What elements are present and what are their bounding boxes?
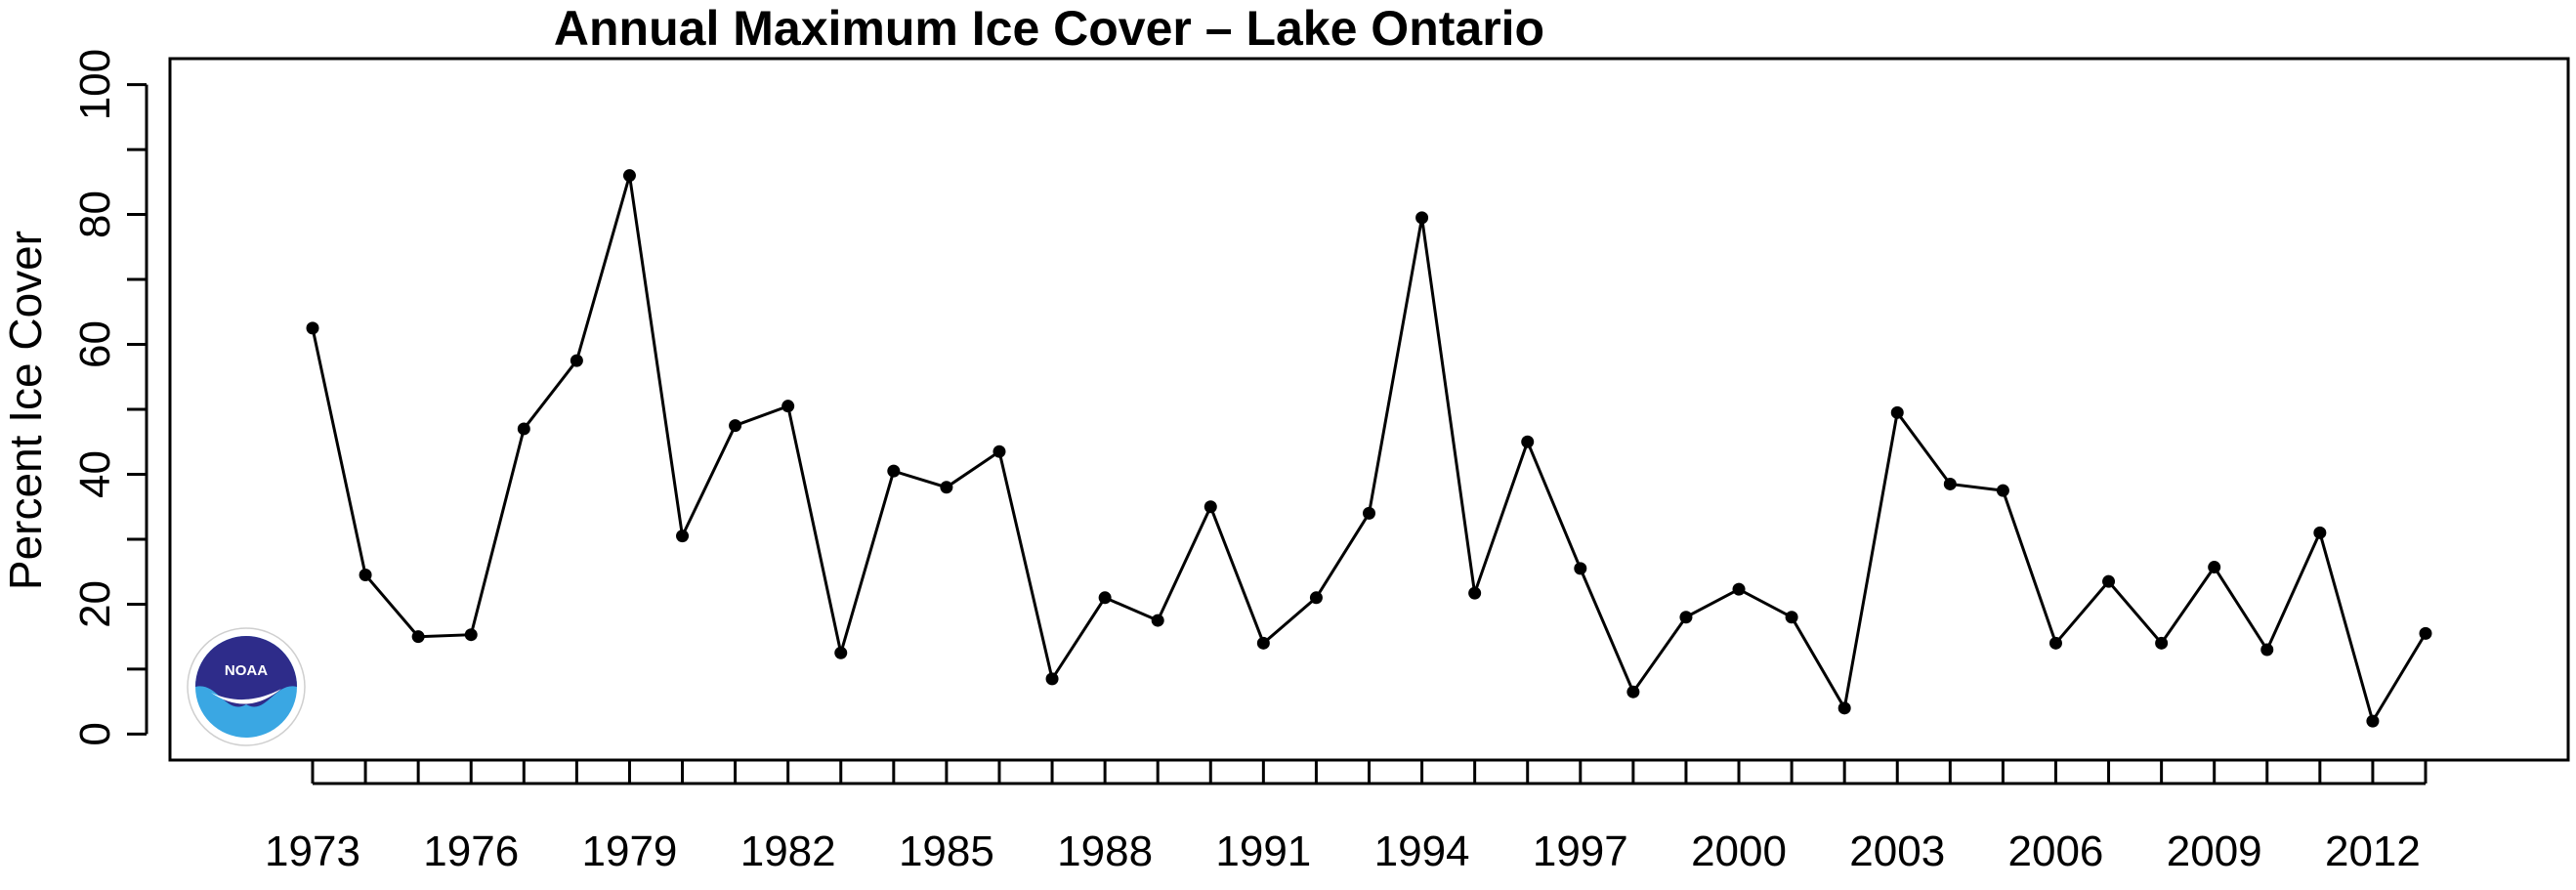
data-point [2208, 561, 2221, 574]
data-point [2102, 574, 2116, 588]
data-point [1309, 591, 1323, 605]
data-point [517, 422, 530, 436]
y-tick-label: 100 [71, 49, 119, 120]
data-point [2155, 636, 2169, 650]
data-point [1204, 500, 1217, 514]
x-tick-label: 1997 [1533, 827, 1628, 875]
data-point [1890, 405, 1904, 419]
x-tick-label: 2006 [2008, 827, 2104, 875]
logo-bird [211, 689, 281, 704]
y-tick-label: 80 [71, 191, 119, 238]
data-point [1045, 672, 1059, 686]
x-tick-label: 1976 [423, 827, 519, 875]
y-axis-label: Percent Ice Cover [0, 231, 51, 590]
data-point [1574, 562, 1587, 575]
data-point [359, 569, 372, 582]
x-tick-label: 1988 [1057, 827, 1153, 875]
data-point [781, 400, 795, 413]
data-point [1151, 614, 1164, 627]
logo-text: NOAA [225, 662, 268, 679]
data-point [1732, 582, 1746, 596]
x-tick-label: 2003 [1849, 827, 1945, 875]
chart-title: Annual Maximum Ice Cover – Lake Ontario [554, 1, 1544, 56]
data-point [622, 169, 636, 183]
data-point [1521, 435, 1535, 448]
y-tick-label: 20 [71, 580, 119, 628]
x-tick-label: 1985 [899, 827, 994, 875]
y-tick-label: 60 [71, 320, 119, 368]
x-tick-label: 1991 [1215, 827, 1311, 875]
data-point [1468, 586, 1482, 600]
data-point [1837, 701, 1851, 715]
data-point [1943, 477, 1957, 490]
x-tick-label: 2000 [1691, 827, 1787, 875]
data-point [1363, 506, 1375, 520]
y-axis: 0 20 40 60 80 100 [71, 49, 148, 746]
data-point [1098, 591, 1112, 605]
noaa-logo: NOAA [187, 627, 306, 746]
data-point [570, 354, 583, 367]
data-point [1415, 211, 1429, 225]
plot-frame [168, 57, 2570, 762]
data-point [1996, 484, 2009, 497]
y-tick-label: 0 [71, 722, 119, 745]
x-axis: 1973 1976 1979 1982 1985 1988 1991 1994 1997 2000… [265, 760, 2428, 875]
x-tick-label: 1982 [740, 827, 836, 875]
data-point [1679, 611, 1693, 624]
data-point [1626, 685, 1640, 699]
data-point [676, 530, 690, 543]
data-point [1785, 611, 1798, 624]
data-point [2260, 643, 2274, 657]
data-point [834, 646, 848, 659]
x-tick-label: 2012 [2325, 827, 2421, 875]
y-tick-label: 40 [71, 450, 119, 498]
x-tick-label: 2009 [2167, 827, 2262, 875]
data-point [2313, 526, 2327, 539]
x-tick-label: 1994 [1374, 827, 1470, 875]
logo-top-wave [195, 636, 297, 707]
data-point [992, 445, 1006, 458]
data-point [464, 628, 478, 642]
data-point [940, 481, 953, 494]
data-point [729, 419, 742, 433]
data-point [887, 464, 901, 478]
data-point [1256, 636, 1270, 650]
data-point [411, 630, 425, 644]
data-point [2048, 636, 2062, 650]
data-point [2366, 714, 2380, 728]
series-layer [306, 169, 2432, 728]
x-tick-label: 1973 [265, 827, 360, 875]
data-point [2419, 626, 2432, 640]
series-line [311, 175, 2428, 725]
data-point [306, 321, 319, 335]
x-tick-label: 1979 [582, 827, 678, 875]
